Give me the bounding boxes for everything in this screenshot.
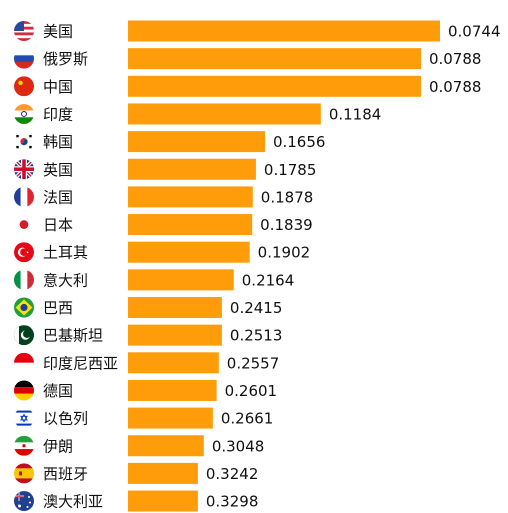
flag-cn-icon (14, 76, 34, 97)
bar (128, 75, 421, 97)
bar-row: 伊朗 0.3048 (14, 435, 264, 457)
country-label: 俄罗斯 (43, 50, 88, 68)
bar (128, 379, 217, 401)
bar-row: 土耳其 0.1902 (14, 241, 311, 263)
flag-in-icon (14, 103, 34, 124)
value-label: 0.0788 (429, 78, 482, 96)
country-label: 印度 (43, 105, 73, 123)
country-label: 巴基斯坦 (43, 327, 103, 345)
bar-row: 印度尼西亚 0.2557 (14, 352, 279, 374)
value-label: 0.2601 (225, 382, 278, 400)
country-label: 英国 (43, 161, 73, 179)
country-label: 意大利 (43, 271, 88, 289)
flag-br-icon (14, 297, 34, 318)
bar (128, 131, 265, 153)
value-label: 0.3298 (206, 493, 259, 511)
flag-us-icon (14, 21, 34, 41)
value-label: 0.0788 (429, 50, 482, 68)
bar (128, 103, 321, 125)
bar (128, 297, 222, 318)
bar-row: 西班牙 0.3242 (14, 462, 259, 484)
value-label: 0.1785 (264, 161, 317, 179)
flag-ir-icon (14, 435, 34, 456)
country-label: 韩国 (43, 133, 73, 151)
bar (128, 214, 253, 236)
bar-row: 以色列 0.2661 (14, 407, 274, 429)
value-label: 0.2164 (242, 271, 295, 289)
country-label: 美国 (43, 23, 73, 41)
bar (128, 158, 256, 180)
bar-row: 意大利 0.2164 (14, 269, 295, 291)
country-label: 西班牙 (43, 465, 88, 483)
country-label: 巴西 (43, 299, 73, 317)
bar-row: 印度 0.1184 (14, 103, 382, 125)
value-label: 0.2415 (230, 299, 282, 317)
bar-row: 英国 0.1785 (14, 158, 317, 180)
bar (128, 352, 219, 374)
flag-il-icon (14, 408, 34, 429)
flag-jp-icon (14, 214, 34, 235)
bar-row: 俄罗斯 0.0788 (14, 48, 482, 70)
flag-fr-icon (14, 186, 34, 207)
bar-row: 巴基斯坦 0.2513 (14, 324, 282, 346)
bar-row: 韩国 0.1656 (14, 131, 326, 153)
bar-row: 巴西 0.2415 (14, 297, 282, 318)
bar (128, 241, 250, 263)
flag-pk-icon (14, 325, 34, 346)
flag-it-icon (14, 269, 34, 290)
country-label: 中国 (43, 78, 73, 96)
flag-gb-icon (14, 159, 34, 180)
flag-au-icon (14, 491, 34, 512)
bar (128, 20, 440, 42)
country-label: 德国 (43, 382, 73, 400)
flag-kr-icon (14, 131, 34, 152)
bar-row: 中国 0.0788 (14, 75, 482, 97)
country-label: 印度尼西亚 (43, 354, 118, 372)
flag-id-icon (14, 352, 34, 373)
bar (128, 407, 213, 429)
bar-row: 日本 0.1839 (14, 214, 313, 236)
bar (128, 462, 198, 484)
country-label: 伊朗 (43, 437, 73, 455)
value-label: 0.1656 (273, 133, 326, 151)
value-label: 0.1878 (261, 188, 314, 206)
bar-row: 德国 0.2601 (14, 379, 278, 401)
value-label: 0.2661 (221, 410, 274, 428)
country-label: 日本 (43, 216, 73, 234)
bar (128, 269, 234, 291)
bar (128, 490, 198, 512)
country-label: 澳大利亚 (43, 493, 103, 511)
value-label: 0.3242 (206, 465, 259, 483)
bar (128, 186, 253, 208)
value-label: 0.1184 (329, 105, 382, 123)
value-label: 0.3048 (212, 437, 264, 455)
value-label: 0.0744 (448, 23, 501, 41)
bar-row: 澳大利亚 0.3298 (14, 490, 259, 512)
country-label: 以色列 (43, 410, 88, 428)
value-label: 0.2513 (230, 327, 282, 345)
flag-tr-icon (14, 242, 34, 263)
bar (128, 48, 421, 70)
bar (128, 324, 222, 346)
value-label: 0.2557 (227, 354, 279, 372)
value-label: 0.1839 (260, 216, 313, 234)
flag-de-icon (14, 380, 34, 401)
country-label: 法国 (43, 188, 73, 206)
value-label: 0.1902 (258, 244, 311, 262)
bar-row: 美国 0.0744 (14, 20, 501, 42)
bar (128, 435, 204, 457)
flag-ru-icon (14, 48, 34, 69)
bar-row: 法国 0.1878 (14, 186, 314, 208)
country-label: 土耳其 (43, 244, 88, 262)
flag-es-icon (14, 463, 34, 484)
